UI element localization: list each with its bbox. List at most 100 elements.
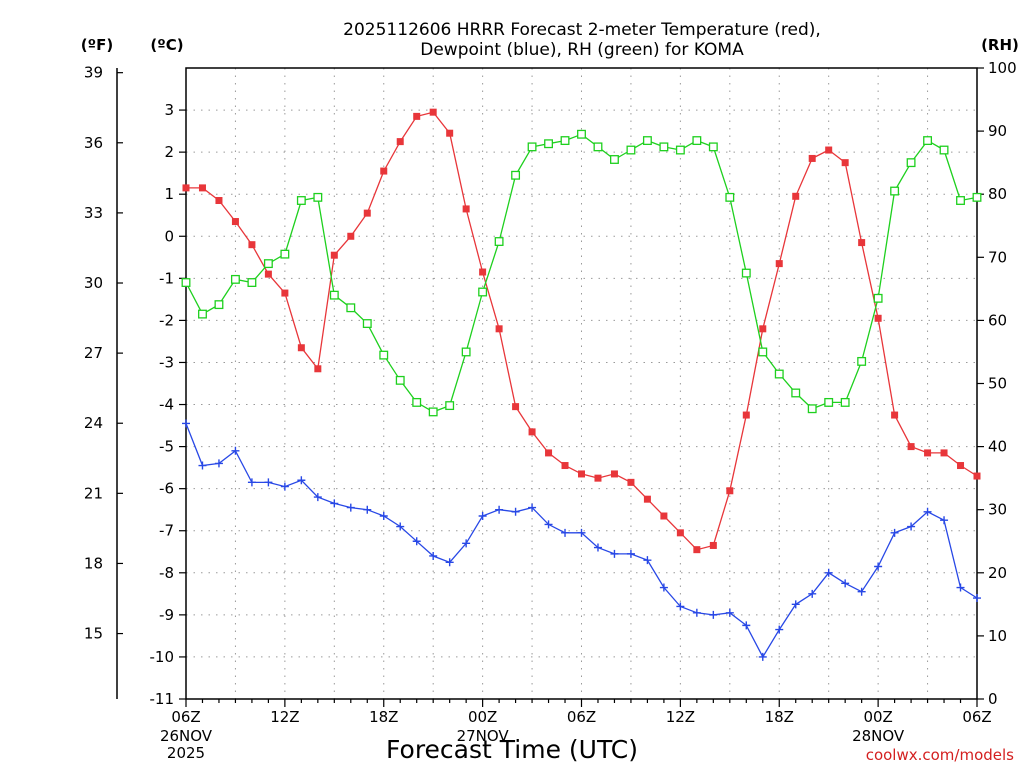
fahrenheit-tick-label: 36 — [84, 134, 103, 152]
rh-tick-label: 70 — [988, 248, 1007, 266]
fahrenheit-tick-label: 24 — [84, 414, 103, 432]
rh-tick-label: 10 — [988, 627, 1007, 645]
dewpoint-point — [544, 520, 553, 529]
rh-point — [807, 404, 817, 414]
x-tick-label: 12Z — [270, 708, 299, 726]
x-tick-label: 06Z — [171, 708, 200, 726]
rh-point — [461, 347, 471, 357]
temperature-point — [413, 112, 421, 120]
rh-point — [296, 196, 306, 205]
x-tick-label: 00Z — [863, 708, 892, 726]
rh-point — [280, 249, 290, 259]
dewpoint-point — [264, 478, 273, 487]
dewpoint-point — [610, 549, 619, 558]
rh-point — [956, 196, 965, 205]
temperature-point — [561, 462, 569, 470]
x-date-label: 27NOV — [457, 727, 510, 745]
rh-point — [824, 397, 834, 407]
series-line — [185, 133, 978, 413]
dewpoint-point — [445, 558, 454, 567]
dewpoint-point — [676, 602, 685, 611]
temperature-point — [858, 239, 866, 247]
temperature-point — [841, 159, 849, 167]
temperature-point — [462, 205, 470, 213]
temperature-point — [347, 232, 355, 240]
rh-tick-label: 50 — [988, 375, 1007, 393]
dewpoint-point — [330, 499, 339, 508]
temperature-point — [182, 184, 190, 192]
dewpoint-point — [841, 579, 850, 588]
dewpoint-point — [593, 543, 602, 552]
celsius-tick-label: -11 — [150, 690, 175, 708]
temperature-point — [446, 129, 454, 137]
temperature-point — [264, 270, 272, 278]
dewpoint-point — [478, 512, 487, 521]
rh-tick-label: 40 — [988, 438, 1007, 456]
dewpoint-point — [247, 478, 256, 487]
dewpoint-point — [824, 568, 833, 577]
temperature-point — [957, 462, 965, 470]
temperature-point — [610, 470, 618, 478]
series-layer — [181, 108, 982, 661]
celsius-tick-label: -9 — [159, 606, 174, 624]
chart-title-line-2: Dewpoint (blue), RH (green) for KOMA — [420, 40, 744, 60]
rh-point — [560, 136, 570, 146]
dewpoint-point — [429, 551, 438, 560]
fahrenheit-tick-label: 15 — [84, 625, 103, 643]
rh-point — [395, 375, 405, 385]
celsius-tick-label: -8 — [159, 564, 174, 582]
x-tick-label: 12Z — [666, 708, 695, 726]
temperature-point — [759, 325, 767, 333]
rh-point — [247, 278, 257, 287]
dewpoint-point — [725, 608, 734, 617]
dewpoint-point — [692, 608, 701, 617]
rh-tick-label: 90 — [988, 122, 1007, 140]
celsius-tick-label: -3 — [159, 353, 174, 371]
temperature-point — [396, 138, 404, 146]
rh-point — [857, 356, 867, 366]
dewpoint-point — [973, 594, 981, 603]
dewpoint-point — [462, 539, 471, 548]
temperature-point — [198, 184, 206, 192]
temperature-point — [891, 411, 899, 419]
celsius-tick-label: -10 — [150, 648, 175, 666]
dewpoint-point — [231, 446, 240, 455]
rh-point — [362, 319, 372, 329]
chart-title-line-1: 2025112606 HRRR Forecast 2-meter Tempera… — [343, 20, 821, 40]
rh-point — [610, 155, 619, 164]
rh-point — [544, 139, 553, 149]
rh-point — [939, 145, 949, 155]
temperature-point — [907, 443, 915, 451]
temperature-point — [808, 154, 816, 162]
rh-point — [313, 192, 323, 202]
dewpoint-point — [561, 528, 570, 537]
dewpoint-point — [412, 537, 421, 546]
celsius-tick-label: -1 — [159, 269, 174, 287]
temperature-point — [297, 344, 305, 352]
temperature-point — [643, 495, 651, 503]
rh-point — [593, 142, 603, 152]
series-dewpoint — [182, 419, 981, 661]
celsius-tick-label: -6 — [159, 480, 174, 498]
rh-point — [412, 397, 422, 407]
temperature-point — [940, 449, 948, 457]
rh-tick-label: 30 — [988, 501, 1007, 519]
rh-point — [379, 350, 389, 360]
x-tick-label: 18Z — [369, 708, 398, 726]
x-tick-label: 06Z — [962, 708, 991, 726]
temperature-point — [545, 449, 553, 457]
dewpoint-point — [528, 503, 537, 512]
x-date-label: 2025 — [167, 744, 205, 762]
temperature-point — [363, 209, 371, 217]
rh-point — [873, 293, 883, 303]
temperature-point — [314, 365, 322, 373]
dewpoint-point — [313, 493, 322, 502]
celsius-tick-label: 3 — [164, 101, 174, 119]
x-axis-label: Forecast Time (UTC) — [386, 735, 638, 764]
dewpoint-point — [791, 600, 800, 609]
rh-point — [692, 136, 702, 146]
temperature-point — [924, 449, 932, 457]
x-tick-label: 06Z — [567, 708, 596, 726]
dewpoint-point — [346, 503, 355, 512]
celsius-tick-label: -2 — [159, 311, 174, 329]
